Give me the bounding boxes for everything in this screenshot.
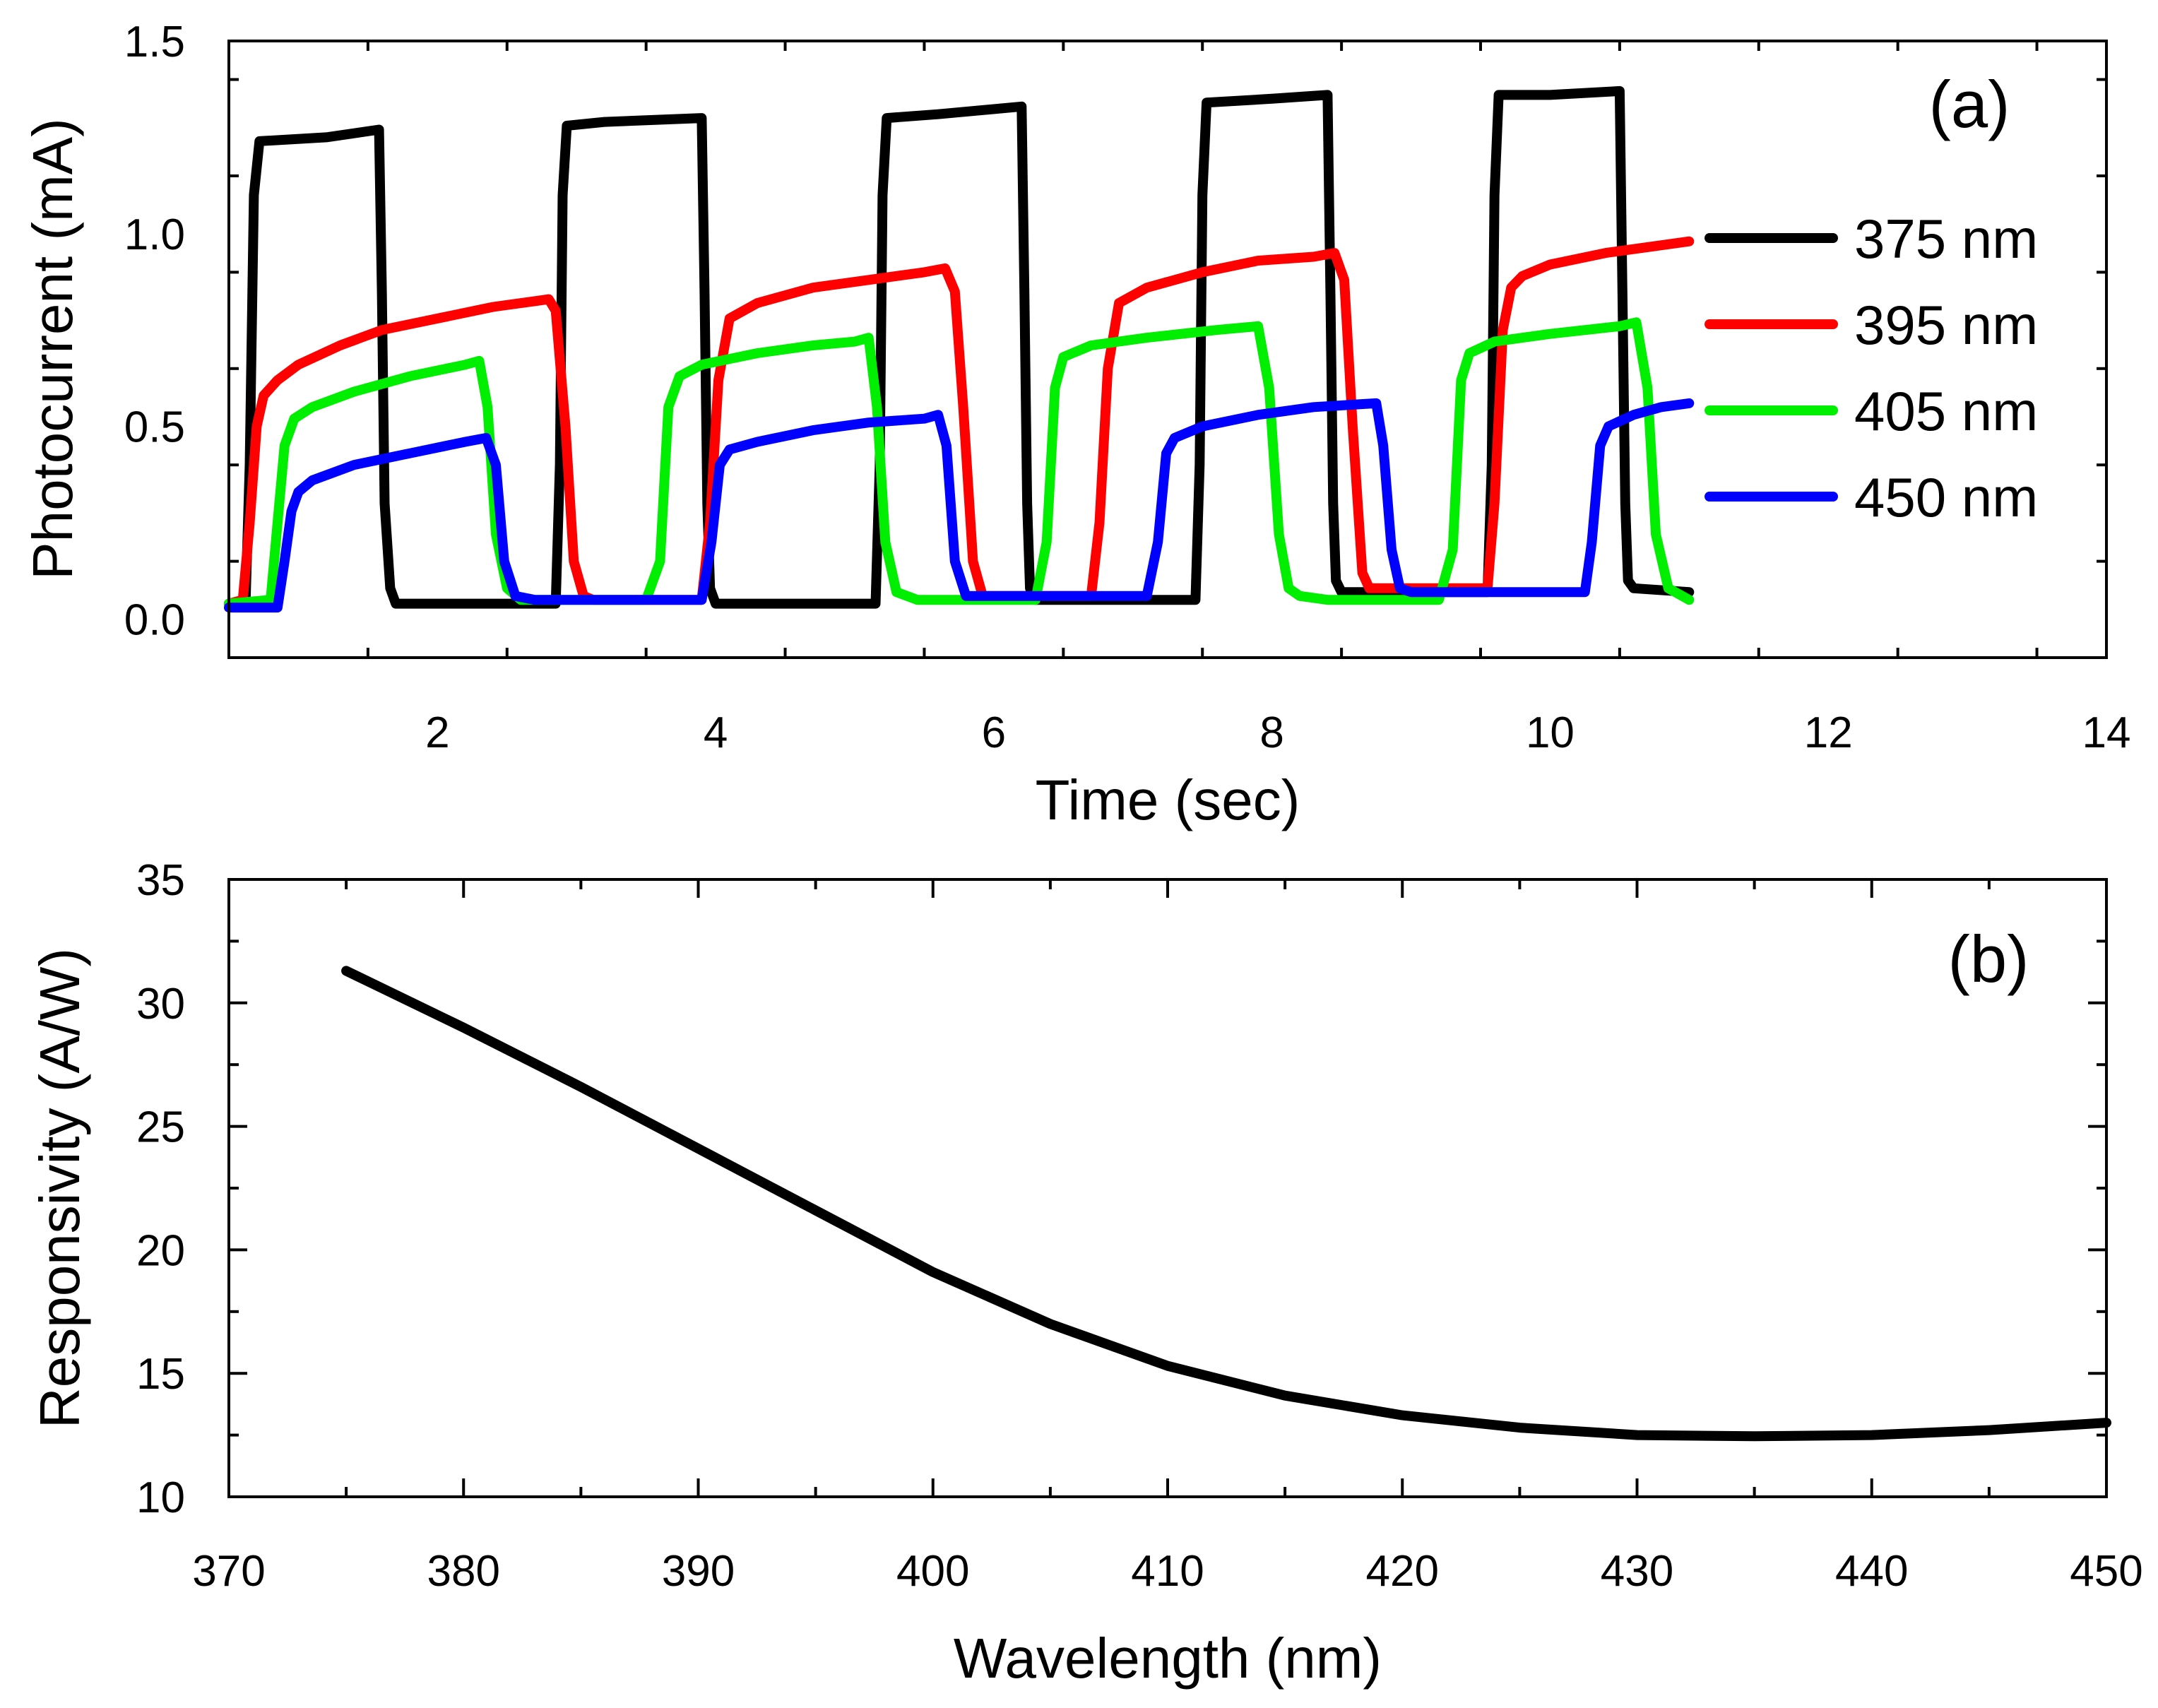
y-tick-label: 0.0 <box>124 595 185 644</box>
y-tick-label: 15 <box>136 1350 185 1399</box>
legend-label-450-nm: 450 nm <box>1854 466 2038 528</box>
x-tick-label: 10 <box>1526 708 1575 757</box>
panel-b-chart: 370 380 390 400 410 420 430 440 450101520253035 … <box>28 856 2143 1690</box>
legend-label-375-nm: 375 nm <box>1854 208 2038 270</box>
panel-b-frame <box>227 878 2108 1498</box>
panel-a-y-axis-title: Photocurrent (mA) <box>21 118 84 580</box>
series-line-375-nm <box>224 85 1695 609</box>
x-tick-label: 8 <box>1259 708 1283 757</box>
series-line-405-nm <box>224 317 1695 609</box>
x-tick-label: 450 <box>2070 1547 2142 1596</box>
panel-b-y-axis-title: Responsivity (A/W) <box>28 948 91 1428</box>
panel-a-series-group <box>224 85 1695 613</box>
y-tick-label: 25 <box>136 1103 185 1152</box>
panel-a-frame <box>227 40 2108 659</box>
panel-a-label: (a) <box>1929 67 2010 141</box>
x-tick-label: 390 <box>662 1547 735 1596</box>
y-tick-label: 1.0 <box>124 210 185 259</box>
panel-b-series-group <box>341 966 2111 1442</box>
y-tick-label: 35 <box>136 856 185 905</box>
x-tick-label: 430 <box>1601 1547 1673 1596</box>
x-tick-label: 420 <box>1366 1547 1439 1596</box>
x-tick-label: 12 <box>1804 708 1853 757</box>
y-tick-label: 0.5 <box>124 403 185 452</box>
y-tick-label: 20 <box>136 1226 185 1275</box>
legend-label-405-nm: 405 nm <box>1854 380 2038 442</box>
series-line-450-nm <box>224 398 1695 613</box>
panel-b-x-axis-title: Wavelength (nm) <box>954 1627 1382 1690</box>
x-tick-label: 6 <box>982 708 1006 757</box>
panel-a-ticks <box>227 41 2106 659</box>
panel-a-legend: 375 nm 395 nm 405 nm 450 nm <box>1705 208 2038 528</box>
x-tick-label: 4 <box>704 708 728 757</box>
x-tick-label: 440 <box>1835 1547 1908 1596</box>
y-tick-label: 10 <box>136 1473 185 1522</box>
legend-label-395-nm: 395 nm <box>1854 294 2038 356</box>
panel-a-x-axis-title: Time (sec) <box>1036 769 1300 831</box>
panel-b-tick-labels: 370 380 390 400 410 420 430 440 450 10 15 20 25 30 35 <box>136 856 2143 1596</box>
panel-b-label: (b) <box>1948 922 2029 996</box>
y-tick-label: 1.5 <box>124 18 185 66</box>
x-tick-label: 2 <box>425 708 449 757</box>
x-tick-label: 410 <box>1131 1547 1204 1596</box>
x-tick-label: 380 <box>427 1547 500 1596</box>
panel-a-chart: 2 4 6 8 10 12 14 0.0 0.5 1.0 1.5 Time (sec) Photoc… <box>21 18 2130 831</box>
x-tick-label: 400 <box>896 1547 969 1596</box>
series-line-responsivity <box>341 966 2111 1442</box>
x-tick-label: 370 <box>192 1547 265 1596</box>
y-tick-label: 30 <box>136 980 185 1028</box>
x-tick-label: 14 <box>2082 708 2131 757</box>
panel-a-tick-labels: 2 4 6 8 10 12 14 0.0 0.5 1.0 1.5 <box>124 18 2131 757</box>
